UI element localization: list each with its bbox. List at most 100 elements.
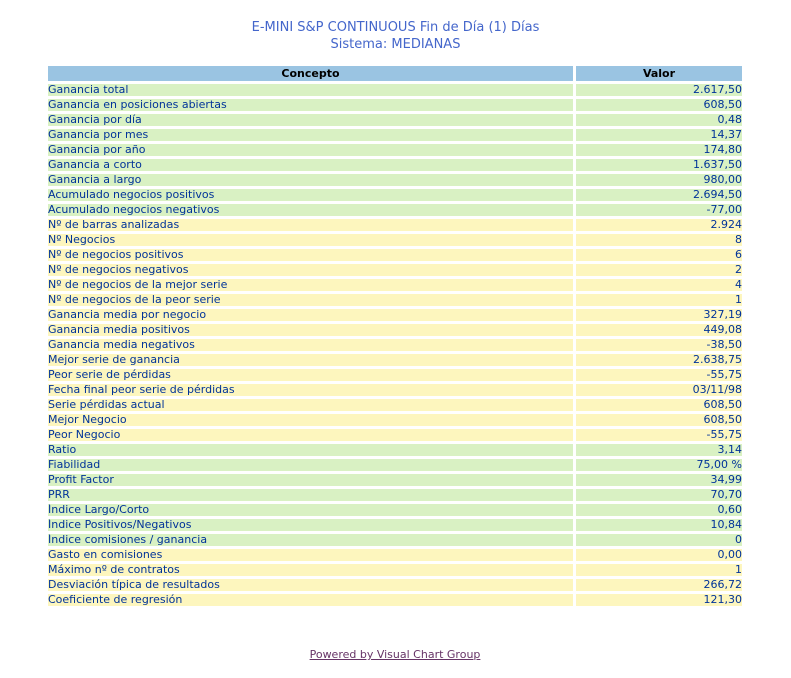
row-concepto: Serie pérdidas actual bbox=[48, 399, 573, 411]
row-valor: 3,14 bbox=[576, 444, 742, 456]
table-row: Índice comisiones / ganancia 0 bbox=[48, 534, 742, 546]
row-valor: 0,48 bbox=[576, 114, 742, 126]
table-row: Coeficiente de regresión 121,30 bbox=[48, 594, 742, 606]
row-concepto: Desviación típica de resultados bbox=[48, 579, 573, 591]
row-valor: 14,37 bbox=[576, 129, 742, 141]
row-valor: 608,50 bbox=[576, 399, 742, 411]
row-valor: 6 bbox=[576, 249, 742, 261]
row-valor: 0,00 bbox=[576, 549, 742, 561]
row-concepto: Ganancia en posiciones abiertas bbox=[48, 99, 573, 111]
row-concepto: Máximo nº de contratos bbox=[48, 564, 573, 576]
table-row: Nº de negocios de la peor serie 1 bbox=[48, 294, 742, 306]
row-valor: 70,70 bbox=[576, 489, 742, 501]
table-row: Acumulado negocios positivos 2.694,50 bbox=[48, 189, 742, 201]
row-concepto: Ganancia por mes bbox=[48, 129, 573, 141]
row-concepto: Profit Factor bbox=[48, 474, 573, 486]
stats-table: Concepto Valor Ganancia total 2.617,50 Gan… bbox=[45, 63, 745, 609]
row-concepto: Coeficiente de regresión bbox=[48, 594, 573, 606]
table-row: Peor Negocio -55,75 bbox=[48, 429, 742, 441]
row-concepto: Ganancia media por negocio bbox=[48, 309, 573, 321]
row-concepto: Nº de barras analizadas bbox=[48, 219, 573, 231]
row-valor: 75,00 % bbox=[576, 459, 742, 471]
table-row: Ganancia media por negocio 327,19 bbox=[48, 309, 742, 321]
table-header-row: Concepto Valor bbox=[48, 66, 742, 81]
table-row: Profit Factor 34,99 bbox=[48, 474, 742, 486]
table-row: Nº de negocios negativos 2 bbox=[48, 264, 742, 276]
column-header-valor: Valor bbox=[576, 66, 742, 81]
row-valor: 174,80 bbox=[576, 144, 742, 156]
table-row: Ganancia a corto 1.637,50 bbox=[48, 159, 742, 171]
row-valor: 1 bbox=[576, 564, 742, 576]
table-row: Nº de negocios positivos 6 bbox=[48, 249, 742, 261]
row-valor: -77,00 bbox=[576, 204, 742, 216]
table-row: Fecha final peor serie de pérdidas 03/11/… bbox=[48, 384, 742, 396]
row-concepto: PRR bbox=[48, 489, 573, 501]
table-row: Mejor Negocio 608,50 bbox=[48, 414, 742, 426]
row-concepto: Mejor Negocio bbox=[48, 414, 573, 426]
row-valor: 266,72 bbox=[576, 579, 742, 591]
row-concepto: Peor serie de pérdidas bbox=[48, 369, 573, 381]
table-row: Fiabilidad 75,00 % bbox=[48, 459, 742, 471]
table-row: Peor serie de pérdidas -55,75 bbox=[48, 369, 742, 381]
table-row: Índice Positivos/Negativos 10,84 bbox=[48, 519, 742, 531]
table-row: Serie pérdidas actual 608,50 bbox=[48, 399, 742, 411]
row-concepto: Índice comisiones / ganancia bbox=[48, 534, 573, 546]
row-valor: 34,99 bbox=[576, 474, 742, 486]
report-title: E-MINI S&P CONTINUOUS Fin de Día (1) Día… bbox=[0, 19, 791, 53]
row-concepto: Ganancia por día bbox=[48, 114, 573, 126]
row-valor: 608,50 bbox=[576, 99, 742, 111]
row-concepto: Acumulado negocios positivos bbox=[48, 189, 573, 201]
table-row: Gasto en comisiones 0,00 bbox=[48, 549, 742, 561]
row-valor: 10,84 bbox=[576, 519, 742, 531]
row-concepto: Índice Largo/Corto bbox=[48, 504, 573, 516]
table-row: Ratio 3,14 bbox=[48, 444, 742, 456]
row-valor: 1.637,50 bbox=[576, 159, 742, 171]
powered-by-link[interactable]: Powered by Visual Chart Group bbox=[309, 648, 481, 661]
report-title-line2: Sistema: MEDIANAS bbox=[330, 37, 461, 52]
row-valor: 2.617,50 bbox=[576, 84, 742, 96]
row-valor: -55,75 bbox=[576, 369, 742, 381]
table-row: Ganancia media positivos 449,08 bbox=[48, 324, 742, 336]
row-valor: -38,50 bbox=[576, 339, 742, 351]
table-row: Índice Largo/Corto 0,60 bbox=[48, 504, 742, 516]
row-concepto: Nº de negocios de la peor serie bbox=[48, 294, 573, 306]
row-concepto: Peor Negocio bbox=[48, 429, 573, 441]
row-valor: 2.924 bbox=[576, 219, 742, 231]
row-concepto: Ganancia a largo bbox=[48, 174, 573, 186]
table-row: Ganancia a largo 980,00 bbox=[48, 174, 742, 186]
row-concepto: Nº Negocios bbox=[48, 234, 573, 246]
row-concepto: Acumulado negocios negativos bbox=[48, 204, 573, 216]
row-concepto: Ganancia total bbox=[48, 84, 573, 96]
row-concepto: Gasto en comisiones bbox=[48, 549, 573, 561]
footer: Powered by Visual Chart Group bbox=[45, 648, 745, 661]
table-row: Ganancia por mes 14,37 bbox=[48, 129, 742, 141]
table-row: Nº de negocios de la mejor serie 4 bbox=[48, 279, 742, 291]
table-row: Máximo nº de contratos 1 bbox=[48, 564, 742, 576]
row-concepto: Ganancia a corto bbox=[48, 159, 573, 171]
row-concepto: Fecha final peor serie de pérdidas bbox=[48, 384, 573, 396]
table-body: Ganancia total 2.617,50 Ganancia en posici… bbox=[48, 84, 742, 606]
row-valor: 4 bbox=[576, 279, 742, 291]
row-concepto: Ganancia por año bbox=[48, 144, 573, 156]
row-valor: 8 bbox=[576, 234, 742, 246]
table-row: Acumulado negocios negativos -77,00 bbox=[48, 204, 742, 216]
row-valor: 0,60 bbox=[576, 504, 742, 516]
row-concepto: Índice Positivos/Negativos bbox=[48, 519, 573, 531]
table-row: Ganancia en posiciones abiertas 608,50 bbox=[48, 99, 742, 111]
row-valor: 608,50 bbox=[576, 414, 742, 426]
table-row: Ganancia por año 174,80 bbox=[48, 144, 742, 156]
row-valor: 327,19 bbox=[576, 309, 742, 321]
table-row: Mejor serie de ganancia 2.638,75 bbox=[48, 354, 742, 366]
table-row: Ganancia total 2.617,50 bbox=[48, 84, 742, 96]
row-valor: 980,00 bbox=[576, 174, 742, 186]
row-concepto: Nº de negocios positivos bbox=[48, 249, 573, 261]
table-row: Desviación típica de resultados 266,72 bbox=[48, 579, 742, 591]
row-valor: 2.694,50 bbox=[576, 189, 742, 201]
row-valor: 449,08 bbox=[576, 324, 742, 336]
table-row: PRR 70,70 bbox=[48, 489, 742, 501]
row-concepto: Nº de negocios de la mejor serie bbox=[48, 279, 573, 291]
row-concepto: Ganancia media negativos bbox=[48, 339, 573, 351]
table-row: Nº de barras analizadas 2.924 bbox=[48, 219, 742, 231]
row-valor: 2.638,75 bbox=[576, 354, 742, 366]
table-row: Ganancia media negativos -38,50 bbox=[48, 339, 742, 351]
